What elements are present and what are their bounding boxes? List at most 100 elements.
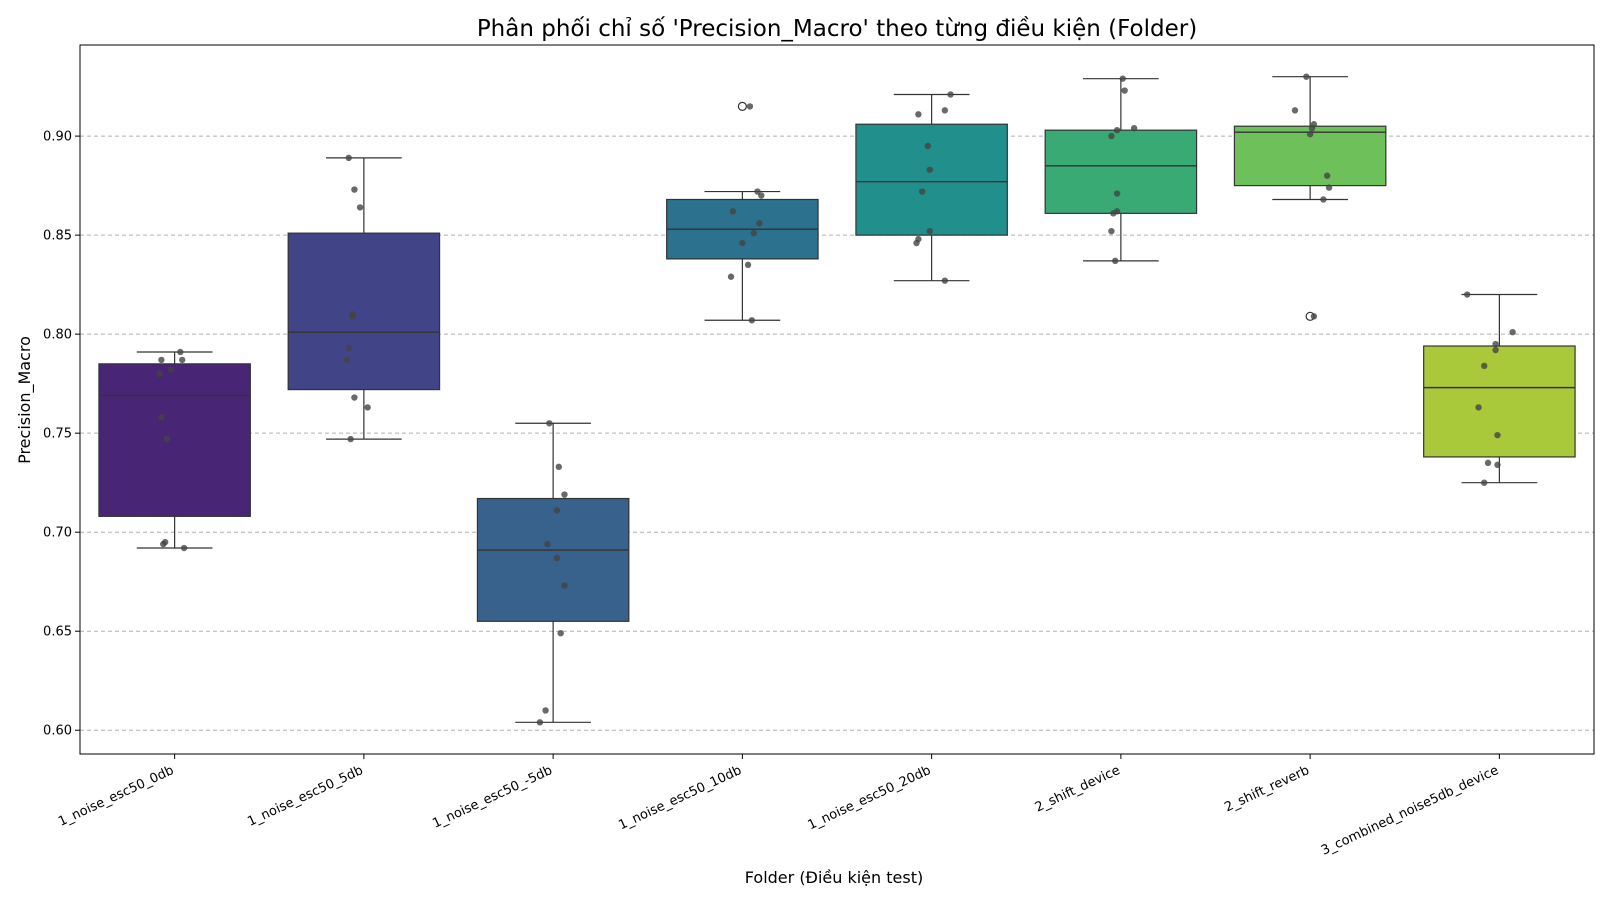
data-point xyxy=(1492,346,1499,354)
data-point xyxy=(1130,124,1138,132)
data-point xyxy=(727,273,735,280)
data-point xyxy=(918,188,926,195)
data-point xyxy=(915,111,922,118)
data-point xyxy=(1475,404,1482,411)
data-point xyxy=(553,554,561,562)
data-point xyxy=(1108,132,1115,140)
data-point xyxy=(1121,87,1128,94)
data-point xyxy=(1494,431,1501,439)
data-point xyxy=(345,154,352,162)
box-body xyxy=(476,497,630,622)
data-point xyxy=(555,463,563,471)
x-tick-label: 2_shift_device xyxy=(1033,763,1123,815)
box-1_noise_esc50_5db xyxy=(287,157,441,440)
data-point xyxy=(1323,172,1331,179)
y-axis-label: Precision_Macro xyxy=(15,336,35,464)
data-point xyxy=(561,491,568,498)
data-point xyxy=(158,356,165,364)
data-point xyxy=(913,239,920,247)
box-body xyxy=(1423,345,1576,458)
data-point xyxy=(947,91,954,98)
data-point xyxy=(1494,461,1501,469)
y-axis-ticks: 0.60 0.65 0.70 0.75 0.80 0.85 0.90 xyxy=(43,130,80,739)
y-tick-label: 0.85 xyxy=(43,229,72,244)
y-tick-label: 0.75 xyxy=(43,427,72,442)
data-point xyxy=(1110,210,1117,217)
data-point xyxy=(1113,126,1121,134)
box-body xyxy=(1044,129,1198,214)
data-point xyxy=(924,142,932,150)
y-tick-label: 0.65 xyxy=(43,625,72,640)
box-body xyxy=(287,232,441,391)
y-tick-label: 0.90 xyxy=(43,130,72,145)
data-point xyxy=(1303,73,1310,80)
data-point xyxy=(1113,190,1121,197)
x-tick-label: 3_combined_noise5db_device xyxy=(1319,763,1501,859)
data-point xyxy=(1484,459,1492,467)
data-point xyxy=(160,540,167,548)
y-tick-label: 0.80 xyxy=(43,328,72,343)
data-point xyxy=(356,204,364,211)
data-point xyxy=(364,404,371,411)
data-point xyxy=(1306,130,1314,138)
data-point xyxy=(347,435,354,443)
box-1_noise_esc50_10db xyxy=(666,101,819,321)
data-point xyxy=(349,313,356,320)
plot-frame xyxy=(79,44,1595,755)
box-1_noise_esc50_20db xyxy=(855,93,1008,282)
box-1_noise_esc50_-5db xyxy=(476,422,630,723)
data-point xyxy=(748,317,756,324)
data-point xyxy=(756,220,763,227)
x-tick-label: 1_noise_esc50_-5db xyxy=(430,763,554,832)
data-point xyxy=(1509,328,1516,336)
data-point xyxy=(1481,362,1488,370)
box-body xyxy=(855,123,1008,236)
box-1_noise_esc50_0db xyxy=(98,351,251,549)
y-tick-label: 0.70 xyxy=(43,526,72,541)
data-point xyxy=(351,394,358,401)
data-point xyxy=(178,356,186,364)
data-point xyxy=(1310,313,1318,320)
x-tick-label: 2_shift_reverb xyxy=(1222,763,1311,815)
data-point xyxy=(1108,227,1115,235)
x-tick-label: 1_noise_esc50_5db xyxy=(245,763,365,830)
grid-lines xyxy=(80,135,1594,731)
data-point xyxy=(561,582,568,589)
data-point xyxy=(163,435,171,443)
data-point xyxy=(750,229,757,237)
data-point xyxy=(758,192,765,199)
data-point xyxy=(345,344,352,352)
data-point xyxy=(553,507,561,514)
data-point xyxy=(1481,479,1488,486)
data-point xyxy=(158,414,165,421)
x-tick-label: 1_noise_esc50_10db xyxy=(616,763,744,833)
data-point xyxy=(180,544,188,552)
box-2_shift_reverb xyxy=(1233,76,1387,321)
data-point xyxy=(744,261,752,269)
data-point xyxy=(754,188,761,195)
data-point xyxy=(941,277,949,284)
data-point xyxy=(167,366,175,373)
x-axis-label: Folder (Điều kiện test) xyxy=(745,868,923,887)
y-tick-label: 0.60 xyxy=(43,724,72,739)
data-point xyxy=(941,107,949,114)
data-point xyxy=(746,103,754,110)
data-point xyxy=(1325,184,1333,191)
data-point xyxy=(1111,257,1119,265)
x-tick-label: 1_noise_esc50_0db xyxy=(56,763,176,830)
x-axis-ticks: 1_noise_esc50_0db 1_noise_esc50_5db 1_nois… xyxy=(56,754,1501,859)
box-series xyxy=(98,76,1576,723)
data-point xyxy=(177,348,184,356)
data-point xyxy=(546,420,553,427)
data-point xyxy=(542,707,549,714)
data-point xyxy=(343,356,351,364)
data-points xyxy=(156,73,1516,726)
data-point xyxy=(926,227,933,235)
data-point xyxy=(544,540,551,548)
data-point xyxy=(1308,124,1316,132)
data-point xyxy=(1119,75,1126,82)
data-point xyxy=(1492,340,1499,348)
chart-title: Phân phối chỉ số 'Precision_Macro' theo … xyxy=(477,16,1197,42)
data-point xyxy=(1320,196,1327,203)
data-point xyxy=(351,186,358,193)
